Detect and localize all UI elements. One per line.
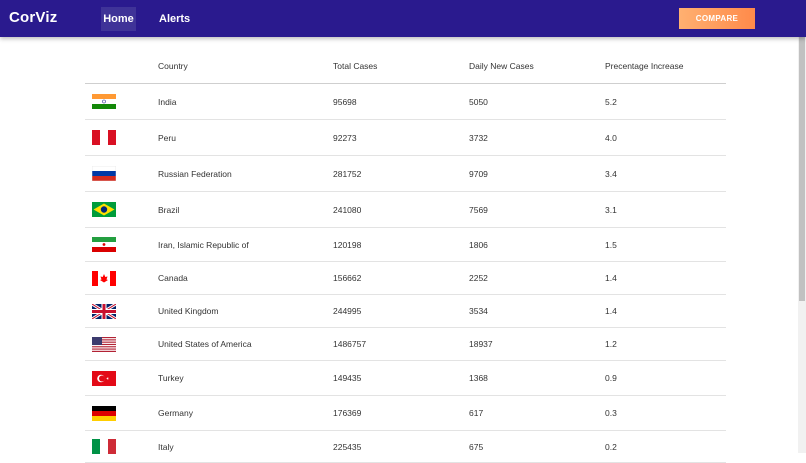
percentage-increase-cell: 1.4 (605, 294, 726, 328)
daily-new-cases-cell: 1806 (469, 227, 605, 262)
table-row[interactable]: Germany 176369 617 0.3 (85, 395, 726, 431)
country-cell: Peru (158, 119, 333, 156)
total-cases-cell: 156662 (333, 261, 469, 295)
total-cases-cell: 281752 (333, 155, 469, 192)
daily-new-cases-cell: 675 (469, 430, 605, 463)
total-cases-cell: 244995 (333, 294, 469, 328)
total-cases-cell: 95698 (333, 83, 469, 120)
nav-alerts-link[interactable]: Alerts (159, 13, 191, 25)
table-row[interactable]: Russian Federation 281752 9709 3.4 (85, 155, 726, 192)
total-cases-cell: 225435 (333, 430, 469, 463)
flag-cell (85, 395, 158, 431)
table-header-row: Country Total Cases Daily New Cases Prec… (85, 49, 726, 84)
daily-new-cases-cell: 9709 (469, 155, 605, 192)
daily-new-cases-cell: 3732 (469, 119, 605, 156)
percentage-increase-cell: 3.1 (605, 191, 726, 228)
percentage-increase-cell: 1.4 (605, 261, 726, 295)
flag-cell (85, 430, 158, 463)
flag-cell (85, 261, 158, 295)
table-row[interactable]: Italy 225435 675 0.2 (85, 430, 726, 463)
daily-new-cases-cell: 5050 (469, 83, 605, 120)
percentage-increase-cell: 4.0 (605, 119, 726, 156)
country-cell: United Kingdom (158, 294, 333, 328)
top-navbar: CorViz Home Alerts COMPARE (0, 0, 806, 37)
total-cases-cell: 1486757 (333, 327, 469, 361)
flag-cell (85, 327, 158, 361)
flag-cell (85, 83, 158, 120)
flag-cell (85, 294, 158, 328)
india-flag-icon (92, 94, 116, 109)
flag-cell (85, 360, 158, 396)
country-cell: United States of America (158, 327, 333, 361)
country-cell: Germany (158, 395, 333, 431)
russia-flag-icon (92, 166, 116, 181)
flag-cell (85, 227, 158, 262)
turkey-flag-icon (92, 370, 116, 386)
country-cell: Italy (158, 430, 333, 463)
flag-cell (85, 155, 158, 192)
scrollbar-thumb[interactable] (799, 1, 805, 301)
total-cases-cell: 92273 (333, 119, 469, 156)
country-cell: India (158, 83, 333, 120)
total-cases-cell: 241080 (333, 191, 469, 228)
usa-flag-icon (92, 336, 116, 352)
daily-new-cases-cell: 1368 (469, 360, 605, 396)
country-cell: Brazil (158, 191, 333, 228)
uk-flag-icon (92, 303, 116, 319)
percentage-increase-cell: 0.3 (605, 395, 726, 431)
brand-logo[interactable]: CorViz (9, 9, 58, 26)
nav-home-link[interactable]: Home (101, 7, 136, 31)
daily-new-cases-cell: 7569 (469, 191, 605, 228)
header-daily-new-cases: Daily New Cases (469, 49, 605, 84)
daily-new-cases-cell: 617 (469, 395, 605, 431)
total-cases-cell: 149435 (333, 360, 469, 396)
peru-flag-icon (92, 130, 116, 145)
header-country: Country (158, 49, 333, 84)
germany-flag-icon (92, 405, 116, 421)
country-cases-table: Country Total Cases Daily New Cases Prec… (85, 49, 726, 463)
daily-new-cases-cell: 18937 (469, 327, 605, 361)
table-row[interactable]: Turkey 149435 1368 0.9 (85, 360, 726, 396)
iran-flag-icon (92, 237, 116, 252)
country-cell: Russian Federation (158, 155, 333, 192)
canada-flag-icon (92, 270, 116, 286)
country-cell: Iran, Islamic Republic of (158, 227, 333, 262)
table-row[interactable]: Iran, Islamic Republic of 120198 1806 1.5 (85, 227, 726, 262)
percentage-increase-cell: 3.4 (605, 155, 726, 192)
total-cases-cell: 176369 (333, 395, 469, 431)
page-scrollbar[interactable] (798, 0, 806, 453)
country-cell: Canada (158, 261, 333, 295)
brazil-flag-icon (92, 202, 116, 217)
daily-new-cases-cell: 3534 (469, 294, 605, 328)
italy-flag-icon (92, 439, 116, 454)
table-row[interactable]: India 95698 5050 5.2 (85, 83, 726, 120)
total-cases-cell: 120198 (333, 227, 469, 262)
table-row[interactable]: United Kingdom 244995 3534 1.4 (85, 294, 726, 328)
country-cell: Turkey (158, 360, 333, 396)
header-total-cases: Total Cases (333, 49, 469, 84)
percentage-increase-cell: 0.9 (605, 360, 726, 396)
percentage-increase-cell: 5.2 (605, 83, 726, 120)
header-percentage-increase: Precentage Increase (605, 49, 726, 84)
flag-cell (85, 119, 158, 156)
percentage-increase-cell: 1.5 (605, 227, 726, 262)
header-flag (85, 49, 158, 84)
flag-cell (85, 191, 158, 228)
table-row[interactable]: Peru 92273 3732 4.0 (85, 119, 726, 156)
compare-button[interactable]: COMPARE (679, 8, 755, 29)
table-row[interactable]: Canada 156662 2252 1.4 (85, 261, 726, 295)
percentage-increase-cell: 1.2 (605, 327, 726, 361)
table-row[interactable]: United States of America 1486757 18937 1.2 (85, 327, 726, 361)
daily-new-cases-cell: 2252 (469, 261, 605, 295)
table-row[interactable]: Brazil 241080 7569 3.1 (85, 191, 726, 228)
percentage-increase-cell: 0.2 (605, 430, 726, 463)
